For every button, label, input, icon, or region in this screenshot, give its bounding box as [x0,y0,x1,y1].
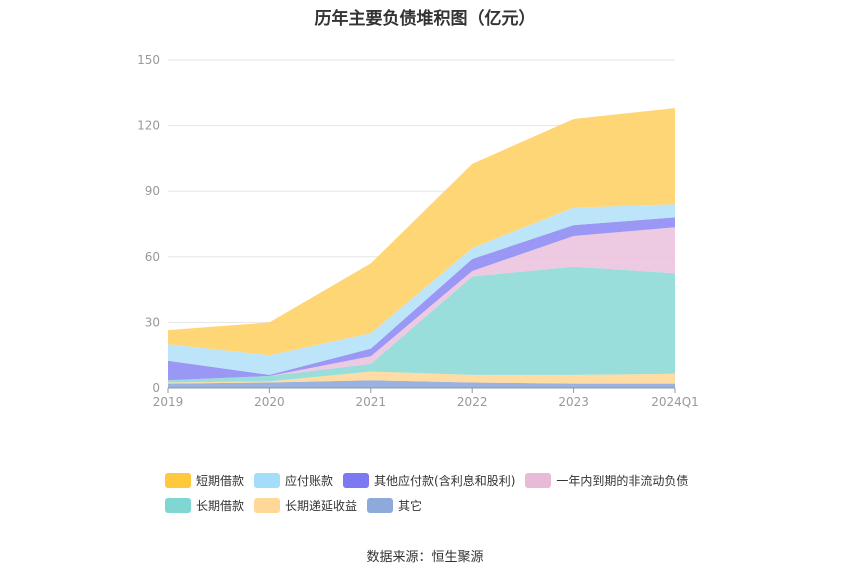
legend-label: 一年内到期的非流动负债 [556,473,689,488]
legend-label: 长期递延收益 [285,498,358,513]
legend-item[interactable]: 短期借款 [165,472,244,488]
legend-swatch [165,472,191,488]
area-series-长期借款 [168,266,675,383]
legend-swatch [254,497,281,513]
source-note: 数据来源：恒生聚源 [366,550,484,565]
x-tick-label: 2022 [457,395,488,409]
legend-label: 其它 [398,498,423,513]
x-tick-label: 2020 [254,395,285,409]
legend-label: 短期借款 [196,473,245,488]
legend-swatch [254,472,281,488]
legend-item[interactable]: 长期借款 [165,497,244,513]
chart-title: 历年主要负债堆积图（亿元） [314,9,536,29]
legend-swatch [343,472,370,488]
x-tick-label: 2023 [558,395,589,409]
area-series-应付账款 [168,204,675,375]
y-tick-label: 60 [145,250,160,264]
legend-swatch [367,497,394,513]
y-tick-label: 120 [137,119,160,133]
legend-label: 其他应付款(含利息和股利) [374,473,516,488]
y-tick-label: 150 [137,53,160,67]
axes: 0 30 60 90 120 150 2019 2020 2021 2022 2023 2024Q1 [137,53,699,409]
area-series-长期递延收益 [168,371,675,384]
legend-items: 短期借款 应付账款 其他应付款(含利息和股利) 一年内到期的非流动负债长期借款 长期递延… [165,472,725,522]
legend-item[interactable]: 其它 [367,497,422,513]
area-series-group [168,108,675,388]
area-series-其它 [168,380,675,388]
x-tick-label: 2024Q1 [651,395,699,409]
x-tick-label: 2021 [356,395,387,409]
area-series-一年内到期的非流动负债 [168,227,675,381]
legend-swatch [165,497,191,513]
area-series-短期借款 [168,108,675,356]
legend-item[interactable]: 其他应付款(含利息和股利) [343,472,515,488]
y-tick-label: 90 [145,184,160,198]
x-tick-label: 2019 [153,395,184,409]
legend-item[interactable]: 一年内到期的非流动负债 [525,472,688,488]
legend-label: 长期借款 [196,498,245,513]
legend-swatch [525,472,552,488]
legend-label: 应付账款 [285,473,334,488]
y-tick-label: 0 [152,381,160,395]
legend-item[interactable]: 长期递延收益 [254,497,357,513]
stacked-area-chart: 0 30 60 90 120 150 2019 2020 2021 2022 2023 2024Q1 [137,53,699,409]
legend-item[interactable]: 应付账款 [254,472,333,488]
y-tick-label: 30 [145,315,160,329]
legend: 短期借款 应付账款 其他应付款(含利息和股利) 一年内到期的非流动负债长期借款 长期递延… [165,472,725,522]
